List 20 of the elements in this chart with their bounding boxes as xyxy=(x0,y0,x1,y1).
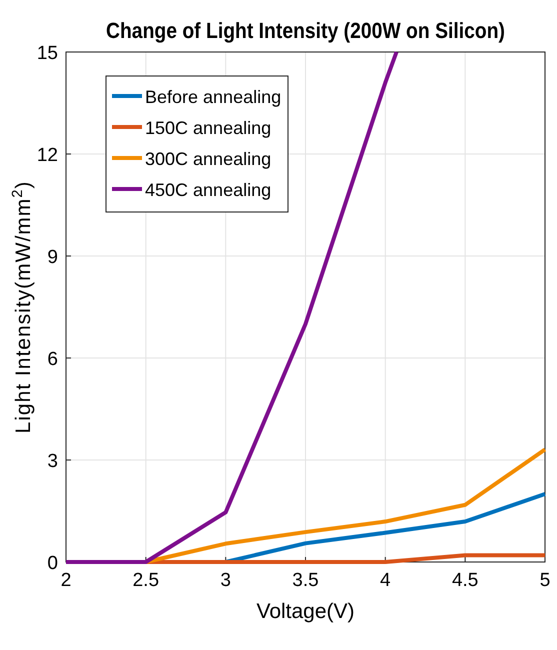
legend-label: 300C annealing xyxy=(145,149,272,169)
y-tick-label: 6 xyxy=(47,349,58,370)
x-axis-title: Voltage(V) xyxy=(256,600,355,623)
legend-label: Before annealing xyxy=(145,87,282,107)
x-tick-label: 4 xyxy=(380,570,392,591)
x-tick-label: 2.5 xyxy=(132,570,160,591)
legend-label: 450C annealing xyxy=(145,180,272,200)
y-tick-label: 9 xyxy=(47,247,58,268)
legend-label: 150C annealing xyxy=(145,118,272,138)
x-tick-label: 2 xyxy=(60,570,72,591)
y-tick-label: 3 xyxy=(47,451,58,472)
chart-title: Change of Light Intensity (200W on Silicon) xyxy=(106,18,505,44)
y-tick-label: 15 xyxy=(36,43,58,64)
x-tick-label: 4.5 xyxy=(452,570,478,591)
x-tick-label: 3 xyxy=(220,570,231,591)
x-tick-label: 3.5 xyxy=(292,570,319,591)
y-tick-label: 0 xyxy=(47,553,58,574)
y-tick-label: 12 xyxy=(36,145,58,166)
x-tick-label: 5 xyxy=(540,570,550,591)
line-series xyxy=(64,50,399,564)
